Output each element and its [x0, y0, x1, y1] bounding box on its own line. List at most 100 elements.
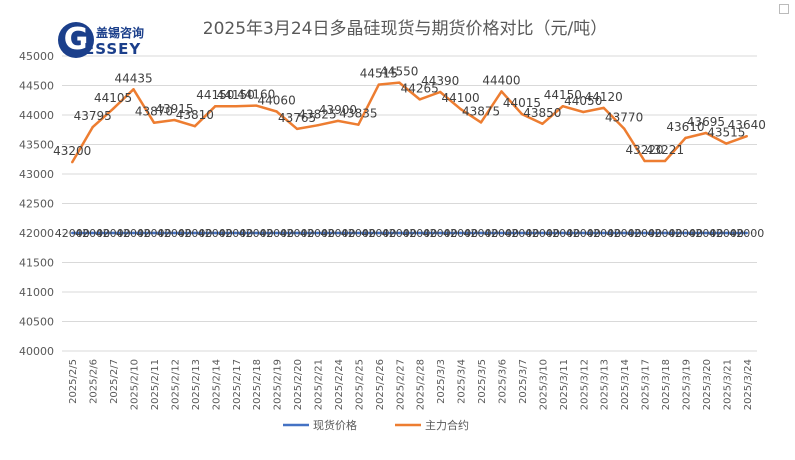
data-point	[91, 231, 94, 235]
data-point	[500, 90, 503, 93]
data-point	[398, 81, 401, 84]
data-label: 42000	[136, 227, 171, 240]
y-tick-label: 41500	[19, 257, 54, 270]
data-point	[704, 131, 708, 135]
data-label: 42000	[464, 227, 499, 240]
y-tick-label: 42500	[19, 198, 54, 211]
gridlines	[62, 55, 757, 352]
data-point	[725, 231, 728, 235]
data-label: 42000	[566, 227, 601, 240]
data-label: 44105	[94, 91, 132, 105]
data-point	[254, 104, 258, 107]
data-label: 42000	[55, 227, 90, 240]
data-point	[663, 231, 667, 235]
data-label: 42000	[320, 227, 355, 240]
data-label: 43915	[155, 102, 193, 116]
data-label: 42000	[341, 227, 376, 240]
data-label: 42000	[648, 227, 683, 240]
data-label: 42000	[382, 227, 417, 240]
x-tick-label: 2025/2/24	[334, 359, 345, 410]
data-label: 42000	[627, 227, 662, 240]
data-point	[418, 98, 421, 101]
data-point	[111, 107, 115, 111]
data-label: 42000	[545, 227, 580, 240]
data-label: 42000	[729, 227, 764, 240]
data-point	[500, 231, 503, 235]
data-label: 43900	[319, 103, 357, 117]
data-point	[520, 112, 524, 116]
data-point	[132, 231, 135, 235]
data-point	[275, 110, 278, 113]
data-label: 43221	[646, 143, 684, 157]
x-tick-label: 2025/2/11	[150, 359, 161, 410]
data-point	[622, 231, 626, 235]
y-tick-label: 40500	[19, 316, 54, 329]
data-label: 42000	[300, 227, 335, 240]
x-tick-label: 2025/2/27	[395, 359, 406, 410]
x-tick-label: 2025/3/5	[477, 359, 488, 404]
data-point	[214, 104, 217, 108]
data-label: 43220	[625, 143, 663, 157]
data-label: 42000	[443, 227, 478, 240]
x-tick-label: 2025/3/11	[559, 359, 570, 410]
data-label: 43770	[605, 111, 643, 125]
x-tick-label: 2025/2/12	[170, 359, 181, 410]
data-point	[152, 121, 156, 124]
data-label: 42000	[484, 227, 519, 240]
logo-chinese-name: 盖锡咨询	[96, 26, 145, 40]
data-point	[295, 127, 299, 131]
legend: 现货价格 主力合约	[283, 418, 469, 432]
x-tick-label: 2025/3/17	[641, 359, 652, 410]
x-tick-label: 2025/3/18	[661, 359, 672, 410]
data-point	[643, 231, 646, 235]
data-point	[173, 118, 176, 122]
y-tick-label: 42000	[19, 227, 54, 240]
x-tick-label: 2025/3/20	[702, 359, 713, 410]
data-label: 43875	[462, 104, 500, 118]
data-label: 42000	[423, 227, 458, 240]
data-label: 43810	[176, 108, 214, 122]
data-point	[541, 122, 544, 126]
data-point	[418, 231, 421, 235]
data-point	[622, 127, 626, 130]
data-point	[684, 231, 687, 235]
data-label: 43695	[687, 115, 725, 129]
y-tick-label: 43500	[19, 139, 54, 152]
data-label: 44050	[564, 94, 602, 108]
data-point	[316, 124, 319, 127]
data-point	[479, 231, 483, 235]
x-tick-label: 2025/2/20	[293, 359, 304, 410]
x-tick-label: 2025/2/28	[416, 359, 427, 410]
data-label: 43870	[135, 105, 173, 119]
data-point	[459, 107, 462, 111]
y-axis: 40000 40500 41000 41500 42000 42500 43000 43500…	[19, 50, 54, 358]
x-tick-label: 2025/3/3	[436, 359, 447, 404]
data-point	[234, 231, 237, 235]
data-point	[316, 231, 319, 235]
data-point	[663, 159, 667, 163]
gessey-logo: G 盖锡咨询 ESSEY	[58, 22, 144, 62]
data-label: 44265	[401, 81, 439, 95]
data-label: 44150	[217, 88, 255, 102]
legend-label: 主力合约	[425, 418, 469, 432]
data-label: 43765	[278, 111, 316, 125]
data-point	[602, 106, 605, 110]
data-label: 43200	[53, 144, 91, 158]
data-label: 42000	[259, 227, 294, 240]
x-tick-label: 2025/3/13	[600, 359, 611, 410]
data-point	[295, 231, 299, 235]
data-label: 42000	[525, 227, 560, 240]
data-point	[275, 231, 278, 235]
data-point	[234, 104, 237, 108]
data-point	[193, 125, 197, 128]
data-label: 43835	[339, 107, 377, 121]
x-tick-label: 2025/3/14	[620, 359, 631, 410]
data-point	[438, 231, 442, 235]
y-tick-label: 45000	[19, 50, 54, 63]
data-label: 43795	[74, 109, 112, 123]
y-tick-label: 41000	[19, 286, 54, 299]
x-tick-label: 2025/2/6	[89, 359, 100, 404]
data-label: 42000	[218, 227, 253, 240]
data-point	[193, 231, 197, 235]
